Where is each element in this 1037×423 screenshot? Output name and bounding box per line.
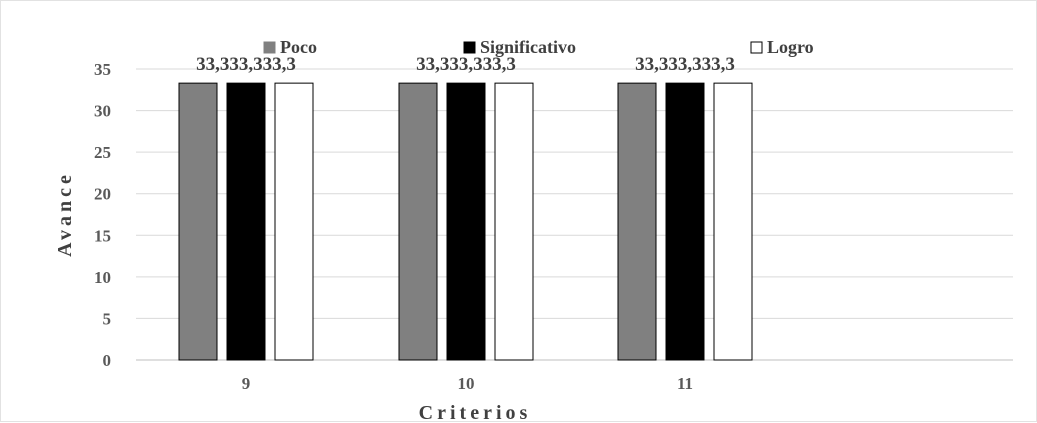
x-tick-label: 10	[458, 374, 475, 393]
data-label-logro-11: 33,3	[702, 54, 735, 75]
x-axis-title: Criterios	[419, 402, 532, 423]
y-tick-label: 20	[94, 185, 111, 204]
bar-significativo-11	[665, 82, 705, 361]
bar-logro-9	[274, 82, 314, 361]
y-axis-title: Avance	[54, 171, 76, 257]
x-tick-label: 9	[242, 374, 251, 393]
data-label-significativo-9: 33,3	[229, 54, 262, 75]
data-labels-11: 33,333,333,3	[635, 54, 735, 75]
data-label-significativo-11: 33,3	[668, 54, 701, 75]
legend-swatch-logro	[750, 41, 763, 54]
bar-significativo-9	[226, 82, 266, 361]
bar-poco-9	[178, 82, 218, 361]
legend-label-significativo: Significativo	[480, 37, 576, 57]
data-labels-9: 33,333,333,3	[196, 54, 296, 75]
y-tick-label: 0	[103, 351, 112, 370]
legend-label-poco: Poco	[280, 37, 317, 57]
legend-label-logro: Logro	[767, 37, 814, 57]
data-label-poco-11: 33,3	[635, 54, 668, 75]
data-label-logro-10: 33,3	[483, 54, 516, 75]
bar-logro-11	[713, 82, 753, 361]
bar-poco-10	[398, 82, 438, 361]
legend-swatch-poco	[263, 41, 276, 54]
y-tick-label: 5	[103, 309, 112, 328]
y-tick-label: 30	[94, 102, 111, 121]
data-label-poco-9: 33,3	[196, 54, 229, 75]
x-tick-label: 11	[677, 374, 693, 393]
legend-swatch-significativo	[463, 41, 476, 54]
bar-significativo-10	[446, 82, 486, 361]
data-label-poco-10: 33,3	[416, 54, 449, 75]
y-tick-label: 10	[94, 268, 111, 287]
y-tick-label: 15	[94, 226, 111, 245]
data-label-logro-9: 33,3	[263, 54, 296, 75]
bar-logro-10	[494, 82, 534, 361]
data-labels-10: 33,333,333,3	[416, 54, 516, 75]
y-tick-label: 25	[94, 143, 111, 162]
bar-poco-11	[617, 82, 657, 361]
data-label-significativo-10: 33,3	[449, 54, 482, 75]
y-tick-label: 35	[94, 60, 111, 79]
